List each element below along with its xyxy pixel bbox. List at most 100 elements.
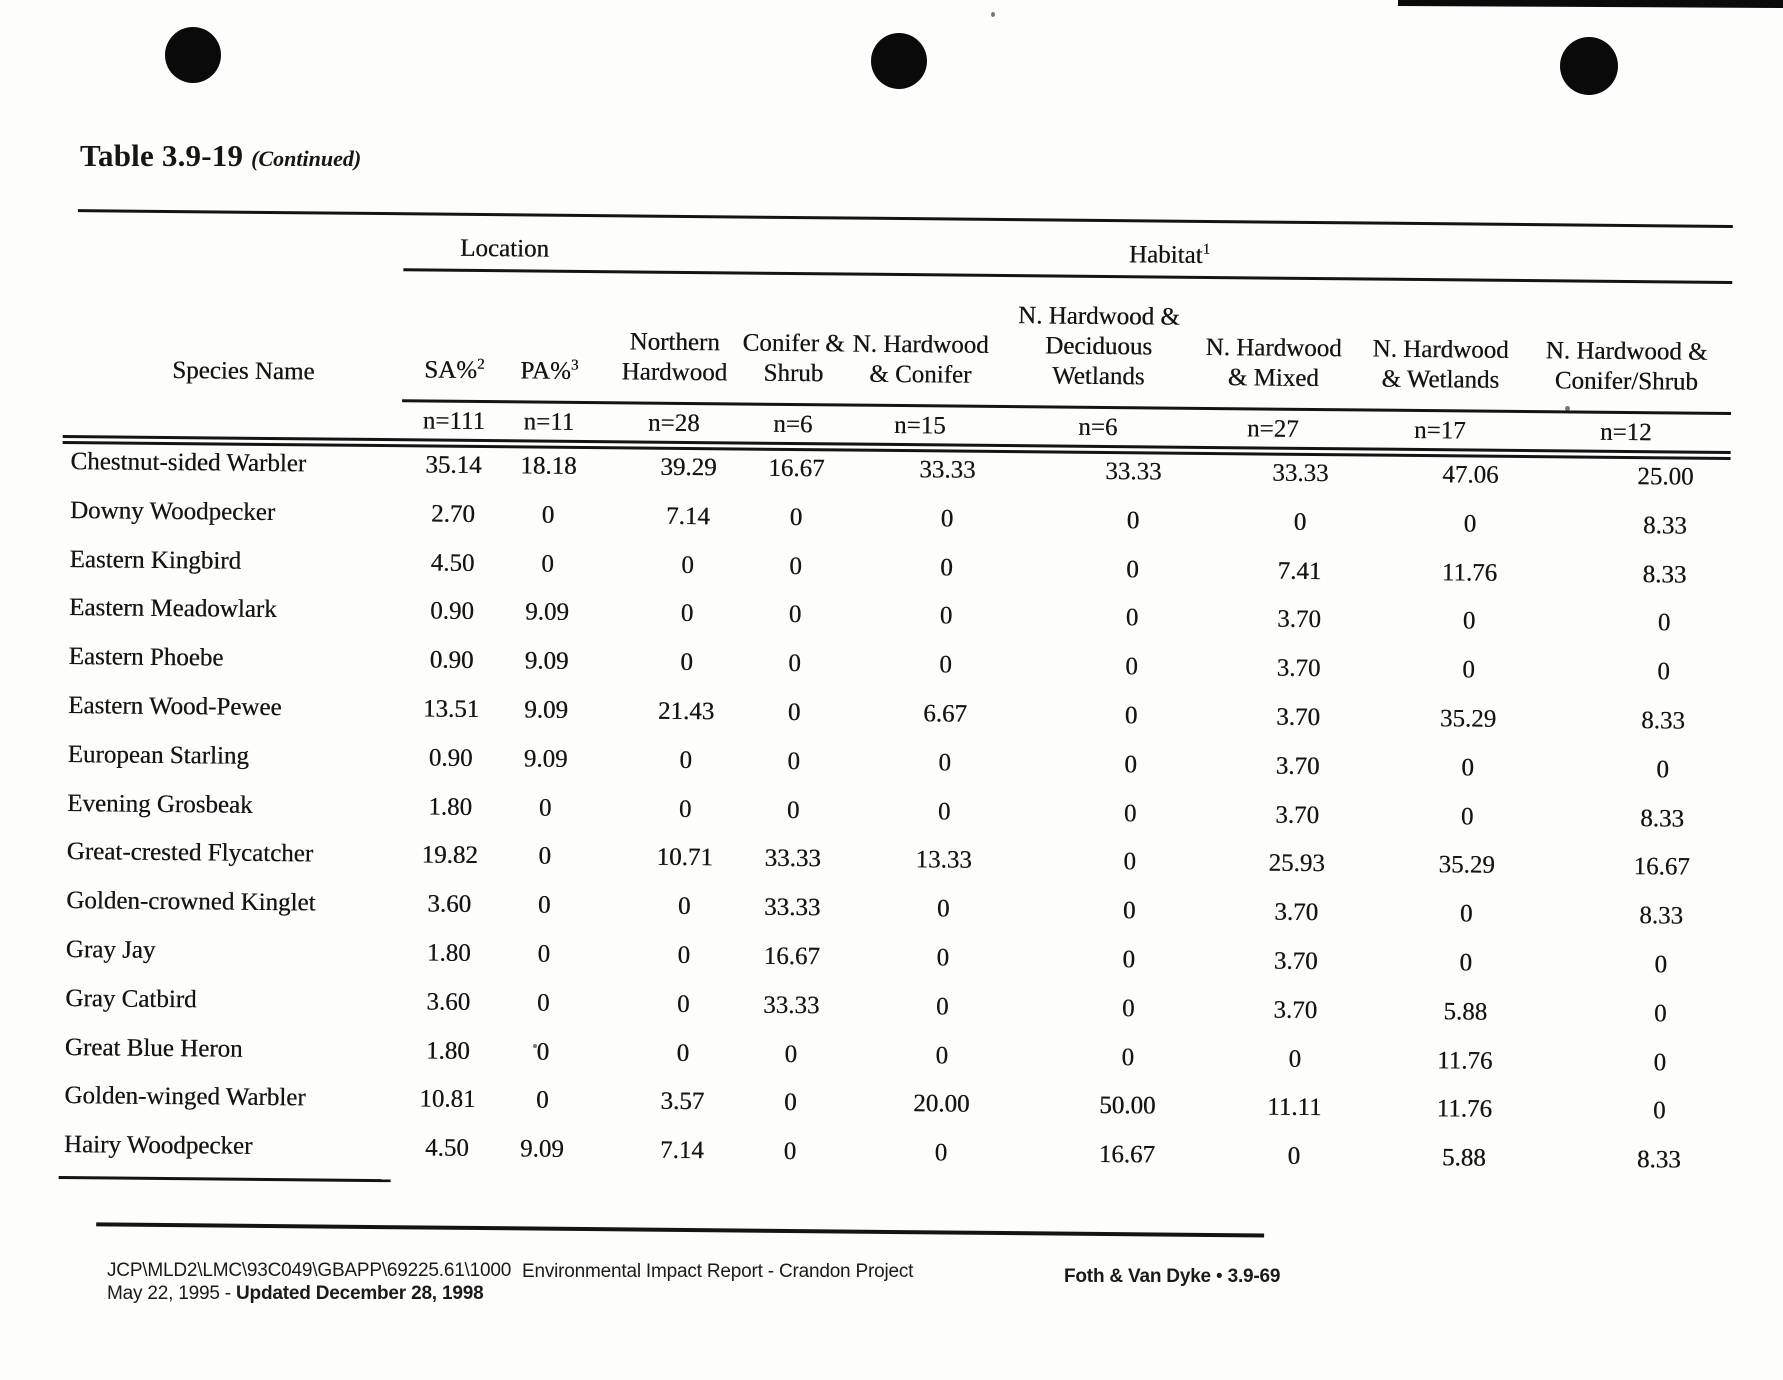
value-cell: 0: [541, 550, 554, 578]
value-cell: 8.33: [1641, 707, 1686, 735]
column-header-line: Wetlands: [1052, 362, 1145, 391]
column-header-line: N. Hardwood: [1372, 335, 1509, 364]
value-cell: 33.33: [919, 456, 976, 484]
value-cell: 0: [783, 1137, 797, 1166]
table-top-rule: [77, 209, 1733, 229]
species-name-cell: Great-crested Flycatcher: [66, 838, 314, 868]
value-cell: 16.67: [1633, 853, 1690, 881]
value-cell: 25.00: [1637, 463, 1694, 491]
value-cell: 0: [536, 1038, 550, 1066]
value-cell: 35.29: [1439, 705, 1497, 733]
table-row: Downy Woodpecker 2.70 0 7.14 0 0 0 0 0 8.33: [62, 496, 1752, 542]
table-row: Golden-winged Warbler 10.81 0 3.57 0 20.00 50.…: [56, 1081, 1746, 1127]
footer-firm-name: Foth & Van Dyke: [1064, 1266, 1211, 1287]
value-cell: 0: [1656, 756, 1669, 784]
column-header-line: & Wetlands: [1381, 365, 1500, 394]
value-cell: 18.18: [520, 452, 577, 480]
value-cell: 9.09: [519, 1135, 564, 1163]
value-cell: 0: [936, 895, 950, 923]
species-column-end-rule: [58, 1175, 391, 1183]
sample-size-cell: n=15: [893, 411, 946, 440]
footer-firm-page: Foth & Van Dyke • 3.9-69: [1064, 1266, 1280, 1288]
value-cell: 11.76: [1441, 559, 1498, 587]
value-cell: 47.06: [1442, 461, 1499, 489]
species-name-cell: Golden-winged Warbler: [64, 1082, 306, 1112]
value-cell: 16.67: [768, 454, 825, 483]
species-name-cell: Chestnut-sided Warbler: [70, 448, 307, 478]
sample-size-cell: n=11: [523, 408, 575, 436]
scan-edge-artifact: [1397, 0, 1783, 9]
value-cell: 0: [788, 649, 801, 678]
table-title-note: (Continued): [251, 146, 362, 171]
punch-hole-dot: [165, 27, 221, 83]
value-cell: 7.41: [1277, 557, 1322, 586]
value-cell: 0: [1653, 1049, 1667, 1077]
value-cell: 0: [1459, 900, 1473, 928]
value-cell: 0: [786, 796, 800, 825]
value-cell: 9.09: [525, 598, 570, 626]
table-row: Eastern Phoebe 0.90 9.09 0 0 0 0 3.70 0 0: [60, 642, 1750, 688]
value-cell: 3.70: [1276, 703, 1321, 732]
value-cell: 0: [1654, 951, 1668, 979]
group-header-habitat: Habitat1: [1128, 241, 1211, 269]
value-cell: 0: [1124, 702, 1138, 730]
value-cell: 3.70: [1277, 605, 1322, 634]
value-cell: 0: [1125, 604, 1139, 632]
sample-size-cell: n=6: [773, 410, 813, 439]
value-cell: 25.93: [1268, 849, 1325, 878]
table-row: Eastern Wood-Pewee 13.51 9.09 21.43 0 6.67 0 3.…: [60, 691, 1750, 737]
value-cell: 0: [936, 944, 950, 972]
value-cell: 0: [935, 1042, 949, 1070]
value-cell: 0: [537, 940, 551, 968]
column-header: N. Hardwood & Deciduous Wetlands: [998, 301, 1199, 393]
value-cell: 0: [789, 552, 802, 581]
value-cell: 0: [940, 505, 954, 533]
value-cell: 5.88: [1441, 1144, 1486, 1172]
value-cell: 0: [784, 1040, 798, 1069]
value-cell: 8.33: [1642, 512, 1687, 540]
value-cell: 9.09: [524, 647, 569, 675]
value-cell: 0: [940, 554, 953, 582]
punch-hole-dot: [871, 33, 927, 89]
table-row: Eastern Meadowlark 0.90 9.09 0 0 0 0 3.70 0 0: [61, 593, 1751, 639]
value-cell: 50.00: [1099, 1091, 1156, 1120]
value-cell: 0: [1123, 800, 1137, 828]
species-name-cell: Eastern Meadowlark: [68, 594, 277, 624]
table-row: European Starling 0.90 9.09 0 0 0 0 3.70 0 0: [60, 740, 1750, 786]
value-cell: 13.33: [915, 846, 972, 874]
value-cell: 33.33: [763, 893, 821, 922]
species-name-cell: Eastern Kingbird: [69, 546, 242, 575]
value-cell: 0: [787, 698, 801, 727]
column-header: N. Hardwood & Conifer: [820, 329, 1021, 391]
column-header-line: N. Hardwood &: [1017, 302, 1180, 331]
value-cell: 8.33: [1636, 1146, 1681, 1174]
value-cell: 5.88: [1443, 998, 1488, 1026]
footer-page-number: 3.9-69: [1227, 1266, 1281, 1287]
table-row: Gray Jay 1.80 0 0 16.67 0 0 3.70 0 0: [58, 935, 1748, 981]
value-cell: 0: [1123, 848, 1137, 876]
page-bottom-rule: [96, 1222, 1265, 1238]
species-name-cell: Hairy Woodpecker: [63, 1131, 253, 1160]
value-cell: 11.76: [1436, 1095, 1493, 1123]
value-cell: 0: [1121, 1044, 1135, 1072]
value-cell: 0: [1126, 507, 1140, 535]
value-cell: 0: [541, 501, 555, 529]
value-cell: 16.67: [1098, 1140, 1156, 1169]
value-cell: 0: [1653, 1000, 1667, 1028]
scan-speck: [533, 1044, 537, 1048]
species-name-cell: Golden-crowned Kinglet: [66, 887, 316, 917]
value-cell: 0: [787, 747, 801, 776]
sample-size-cell: n=27: [1246, 415, 1299, 443]
sample-size-cell: n=12: [1599, 418, 1652, 447]
scan-speck: [1565, 406, 1570, 411]
value-cell: 0: [1124, 751, 1138, 779]
species-name-cell: Evening Grosbeak: [67, 790, 253, 819]
column-header-line: & Conifer: [869, 360, 972, 389]
value-cell: 0: [1126, 556, 1139, 584]
value-cell: 0: [1293, 508, 1307, 536]
value-cell: 0: [538, 842, 552, 870]
value-cell: 0: [1122, 946, 1136, 974]
punch-hole-dot: [1560, 37, 1618, 95]
species-name-cell: Gray Catbird: [65, 985, 197, 1014]
value-cell: 0: [1462, 656, 1475, 684]
